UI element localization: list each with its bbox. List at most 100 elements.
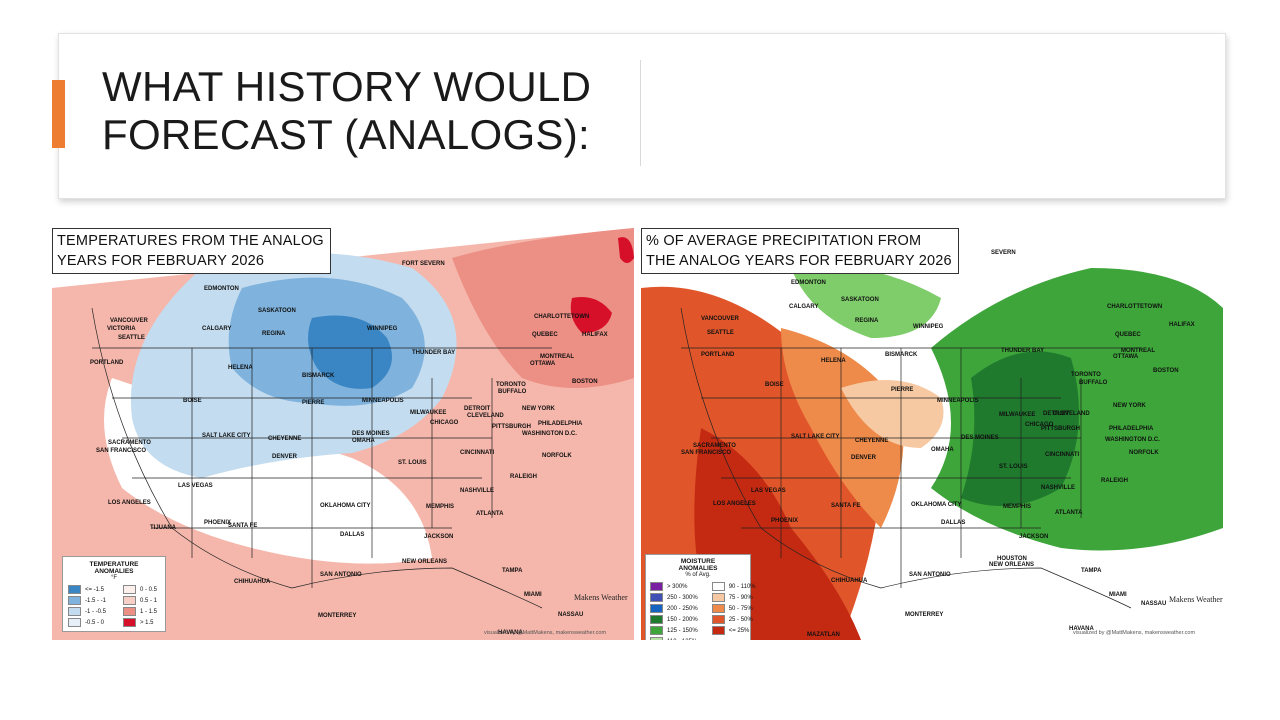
city-label: PHOENIX xyxy=(204,520,232,526)
legend-item: 25 - 50% xyxy=(711,615,756,624)
title-card xyxy=(58,33,1226,199)
city-label: MIAMI xyxy=(1109,592,1127,598)
legend-title-line1: MOISTURE xyxy=(680,558,716,565)
city-label: CALGARY xyxy=(789,304,819,310)
temperature-map: TEMPERATURES FROM THE ANALOG YEARS FOR F… xyxy=(52,228,634,640)
logo-text: Makens Weather xyxy=(574,593,628,602)
city-label: HELENA xyxy=(228,365,253,371)
legend-swatch xyxy=(650,604,663,613)
legend-item: 150 - 200% xyxy=(650,615,698,624)
city-label: BUFFALO xyxy=(1079,380,1108,386)
state-borders xyxy=(91,307,552,609)
city-label: CINCINNATI xyxy=(460,450,495,456)
city-label: CHARLOTTETOWN xyxy=(534,314,590,320)
legend-item: 90 - 110% xyxy=(711,582,756,591)
city-label: RALEIGH xyxy=(510,474,537,480)
city-label: VANCOUVER xyxy=(701,316,739,322)
city-label: MILWAUKEE xyxy=(410,410,447,416)
city-label: NASHVILLE xyxy=(1041,485,1076,491)
legend-label: 75 - 90% xyxy=(728,594,753,601)
city-label: LAS VEGAS xyxy=(751,488,786,494)
legend-item: 1 - 1.5 xyxy=(123,607,160,616)
city-label: NASSAU xyxy=(1141,601,1167,607)
city-label: PHILADELPHIA xyxy=(538,421,583,427)
cold-anomaly-strong xyxy=(308,315,392,389)
legend-label: 150 - 200% xyxy=(667,616,698,623)
legend-item: -0.5 - 0 xyxy=(68,618,109,627)
legend-label: 0 - 0.5 xyxy=(140,586,158,593)
city-label: JACKSON xyxy=(1019,534,1049,540)
legend-item: <= 25% xyxy=(711,626,756,635)
legend-label: 110 - 125% xyxy=(667,639,697,641)
city-label: WASHINGTON D.C. xyxy=(522,431,577,437)
city-label: DENVER xyxy=(272,454,298,460)
city-label: MONTERREY xyxy=(905,612,944,618)
legend-item: 110 - 125% xyxy=(650,637,698,640)
legend-item: 125 - 150% xyxy=(650,626,698,635)
makens-weather-logo: Makens Weather xyxy=(574,588,628,604)
legend-label: > 1.5 xyxy=(140,619,154,626)
city-label: CLEVELAND xyxy=(467,413,504,419)
legend-label: > 300% xyxy=(667,583,688,590)
city-label: WINNIPEG xyxy=(913,324,944,330)
city-label: OKLAHOMA CITY xyxy=(911,502,962,508)
city-label: QUEBEC xyxy=(532,332,558,338)
legend-swatch xyxy=(650,637,663,640)
city-label: ST. LOUIS xyxy=(999,464,1028,470)
city-label: THUNDER BAY xyxy=(412,350,456,356)
city-label: DENVER xyxy=(851,455,877,461)
city-label: SAN FRANCISCO xyxy=(681,450,732,456)
legend-swatch xyxy=(650,626,663,635)
city-label: BOISE xyxy=(183,398,202,404)
city-label: PITTSBURGH xyxy=(1041,426,1080,432)
legend-swatch xyxy=(123,585,136,594)
city-label: ATLANTA xyxy=(476,511,504,517)
wet-strong-core xyxy=(961,351,1079,506)
city-label: REGINA xyxy=(855,318,879,324)
city-label: SASKATOON xyxy=(258,308,296,314)
legend-unit: °F xyxy=(110,575,118,581)
legend-unit: % of Avg. xyxy=(685,572,711,578)
city-label: MILWAUKEE xyxy=(999,412,1036,418)
city-label: REGINA xyxy=(262,331,286,337)
city-label: SACRAMENTO xyxy=(108,440,151,446)
city-label: ATLANTA xyxy=(1055,510,1083,516)
temperature-legend: TEMPERATURE ANOMALIES °F <= -1.5 0 - 0.5 -… xyxy=(62,556,166,632)
city-label: NEW YORK xyxy=(1113,403,1146,409)
city-label: EDMONTON xyxy=(204,286,239,292)
city-label: NASHVILLE xyxy=(460,488,495,494)
city-label: OMAHA xyxy=(352,438,375,444)
legend-title-line1: TEMPERATURE xyxy=(89,561,139,568)
city-label: SAN ANTONIO xyxy=(320,572,362,578)
city-label: PITTSBURGH xyxy=(492,424,531,430)
city-label: CHICAGO xyxy=(430,420,459,426)
city-label: TAMPA xyxy=(502,568,523,574)
legend-swatch xyxy=(711,593,725,602)
city-label: ST. LOUIS xyxy=(398,460,427,466)
city-label: MONTERREY xyxy=(318,613,357,619)
city-label: EDMONTON xyxy=(791,280,826,286)
temperature-map-title-line1: TEMPERATURES FROM THE ANALOG xyxy=(57,233,324,249)
city-label: WINNIPEG xyxy=(367,326,398,332)
city-label: PHILADELPHIA xyxy=(1109,426,1154,432)
city-label: BISMARCK xyxy=(885,352,918,358)
city-label: LOS ANGELES xyxy=(108,500,151,506)
city-label: OKLAHOMA CITY xyxy=(320,503,371,509)
city-label: DES MOINES xyxy=(352,431,390,437)
city-label: BUFFALO xyxy=(498,389,527,395)
city-label: SEVERN xyxy=(991,250,1016,256)
city-label: NASSAU xyxy=(558,612,584,618)
city-label: HALIFAX xyxy=(582,332,608,338)
legend-item: > 300% xyxy=(650,582,698,591)
city-label: HAVANA xyxy=(498,630,523,636)
city-label: MONTREAL xyxy=(1121,348,1155,354)
legend-swatch xyxy=(123,607,136,616)
legend-item: 50 - 75% xyxy=(711,604,756,613)
legend-swatch xyxy=(123,596,136,605)
legend-item: 200 - 250% xyxy=(650,604,698,613)
precipitation-map-title: % OF AVERAGE PRECIPITATION FROM THE ANAL… xyxy=(641,228,959,274)
legend-label: 200 - 250% xyxy=(667,605,698,612)
legend-label: 0.5 - 1 xyxy=(140,597,158,604)
legend-label: 50 - 75% xyxy=(728,605,753,612)
city-label: HALIFAX xyxy=(1169,322,1195,328)
